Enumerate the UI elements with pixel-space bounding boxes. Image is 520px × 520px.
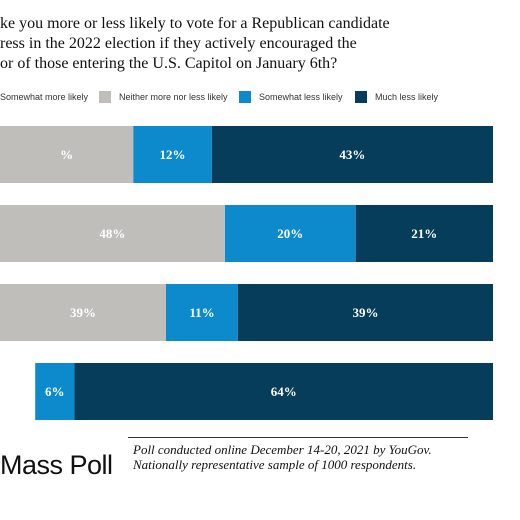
title-line-2: ress in the 2022 election if they active… [0, 35, 357, 52]
bar-segment-row3-2 [166, 284, 238, 341]
bar-segment-row4-2 [74, 363, 494, 420]
legend-label-somewhat-more: Somewhat more likely [0, 92, 89, 102]
legend-label-neither: Neither more nor less likely [119, 92, 228, 102]
legend-item-somewhat-less: Somewhat less likely [239, 88, 343, 106]
data-label-row3-1: 39% [70, 305, 96, 320]
title-line-1: ke you more or less likely to vote for a… [0, 15, 390, 32]
chart-legend: Somewhat more likely Neither more nor le… [0, 88, 520, 106]
data-label-row1-2: 12% [160, 147, 186, 162]
bar-segment-row2-2 [224, 205, 356, 262]
legend-swatch-somewhat-less [239, 91, 251, 103]
brand-name: Mass Poll [0, 450, 113, 480]
data-label-row3-2: 11% [189, 305, 214, 320]
legend-label-much-less: Much less likely [375, 92, 439, 102]
legend-item-much-less: Much less likely [355, 88, 438, 106]
data-label-row1-1: % [60, 147, 73, 162]
bar-segment-row2-1 [0, 205, 225, 262]
bar-segment-row1-3 [211, 126, 494, 183]
bar-segment-row4-1 [35, 363, 75, 420]
source-note-line-2: Nationally representative sample of 1000… [133, 457, 417, 472]
data-label-row3-3: 39% [353, 305, 379, 320]
legend-item-somewhat-more: Somewhat more likely [0, 88, 88, 106]
note-divider [128, 437, 468, 438]
legend-swatch-much-less [355, 91, 367, 103]
data-label-row2-3: 21% [411, 226, 437, 241]
source-note-line-1: Poll conducted online December 14-20, 20… [133, 442, 432, 457]
bar-segment-row3-3 [237, 284, 493, 341]
data-label-row1-3: 43% [339, 147, 365, 162]
bar-segment-row1-2 [133, 126, 212, 183]
legend-item-neither: Neither more nor less likely [99, 88, 228, 106]
chart-title: ke you more or less likely to vote for a… [0, 14, 520, 74]
bar-segment-row1-1 [0, 126, 134, 183]
bar-segment-row3-1 [0, 284, 167, 341]
bar-segment-row2-3 [355, 205, 493, 262]
legend-label-somewhat-less: Somewhat less likely [259, 92, 343, 102]
legend-swatch-neither [99, 91, 111, 103]
data-label-row4-2: 64% [271, 384, 297, 399]
title-line-3: or of those entering the U.S. Capitol on… [0, 55, 338, 72]
data-label-row2-2: 20% [277, 226, 303, 241]
data-label-row4-1: 6% [45, 384, 65, 399]
data-label-row2-1: 48% [99, 226, 125, 241]
source-note: Poll conducted online December 14-20, 20… [133, 442, 513, 472]
